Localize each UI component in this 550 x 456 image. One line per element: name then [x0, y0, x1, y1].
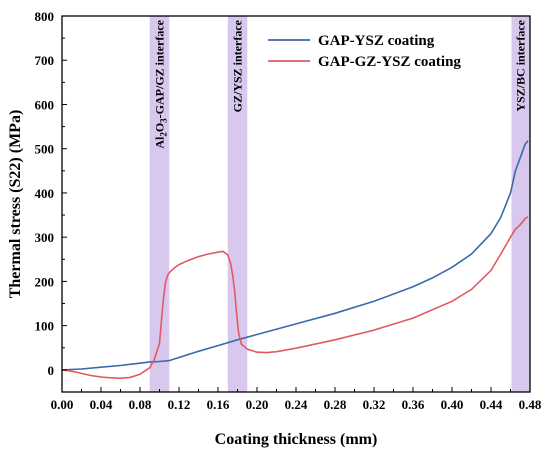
y-tick-label: 600 — [35, 97, 55, 112]
x-tick-label: 0.48 — [519, 397, 542, 412]
y-tick-label: 300 — [35, 230, 55, 245]
legend-entry-0: GAP-YSZ coating — [318, 33, 435, 49]
series-lines — [61, 140, 529, 380]
interface-band-0 — [149, 16, 170, 392]
y-tick-label: 0 — [48, 363, 55, 378]
x-tick-label: 0.44 — [480, 397, 503, 412]
x-tick-label: 0.28 — [324, 397, 347, 412]
axes: 0.00 0.04 0.08 0.12 0.16 0.20 0.24 0.28 0.32 0.36… — [35, 9, 542, 412]
y-axis-label: Thermal stress (S22) (MPa) — [7, 110, 24, 299]
x-tick-label: 0.32 — [363, 397, 386, 412]
interface-label-0: Al2O3-GAP/GZ interface — [153, 19, 169, 148]
series-line-0 — [61, 140, 529, 371]
x-tick-label: 0.00 — [51, 397, 74, 412]
y-tick-label: 800 — [35, 9, 55, 24]
interface-label-1: GZ/YSZ interface — [231, 19, 245, 112]
y-tick-label: 700 — [35, 53, 55, 68]
y-tick-label: 500 — [35, 142, 55, 157]
legend-entry-1: GAP-GZ-YSZ coating — [318, 54, 461, 70]
y-tick-label: 400 — [35, 186, 55, 201]
x-tick-label: 0.24 — [285, 397, 308, 412]
interface-bands: Al2O3-GAP/GZ interface GZ/YSZ interface YS… — [149, 16, 530, 392]
y-tick-label: 200 — [35, 274, 55, 289]
series-line-1 — [61, 216, 529, 380]
plot-frame — [61, 15, 531, 393]
x-tick-label: 0.12 — [168, 397, 191, 412]
x-tick-label: 0.40 — [441, 397, 464, 412]
x-tick-label: 0.20 — [246, 397, 269, 412]
x-tick-label: 0.16 — [207, 397, 230, 412]
interface-label-2: YSZ/BC interface — [514, 19, 528, 111]
x-tick-label: 0.36 — [402, 397, 425, 412]
interface-band-1 — [227, 16, 248, 392]
x-tick-label: 0.08 — [129, 397, 152, 412]
legend: GAP-YSZ coating GAP-GZ-YSZ coating — [268, 33, 461, 70]
x-axis-label: Coating thickness (mm) — [215, 431, 378, 448]
x-tick-label: 0.04 — [90, 397, 113, 412]
y-tick-label: 100 — [35, 319, 55, 334]
interface-band-2 — [511, 16, 530, 392]
